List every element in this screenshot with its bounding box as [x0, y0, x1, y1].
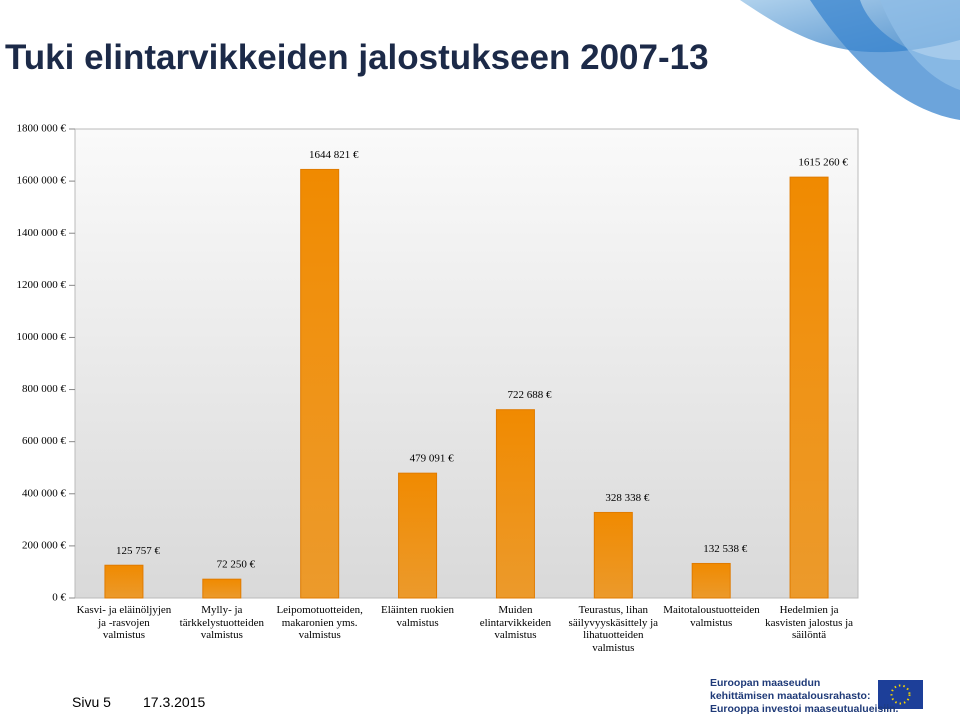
bar [300, 168, 340, 599]
bar [398, 472, 438, 599]
x-tick-label: Leipomotuotteiden, makaronien yms. valmi… [276, 604, 363, 641]
value-label: 72 250 € [217, 559, 256, 571]
x-tick-label: Mylly- ja tärkkelystuotteiden valmistus [179, 604, 264, 641]
y-tick-label: 1400 000 € [17, 227, 67, 239]
x-tick-label: Eläinten ruokien valmistus [381, 604, 455, 629]
x-tick-label: Hedelmien ja kasvisten jalostus ja säilö… [765, 604, 854, 641]
y-tick-label: 200 000 € [22, 539, 67, 551]
x-tick-label: Kasvi- ja eläinöljyjen ja -rasvojen valm… [76, 604, 172, 641]
x-tick-label: Teurastus, lihan säilyvyyskäsittely ja l… [568, 604, 659, 654]
x-tick-label: Maitotaloustuotteiden valmistus [663, 604, 760, 629]
bar [593, 511, 633, 599]
y-tick-label: 600 000 € [22, 435, 67, 447]
value-label: 328 338 € [605, 492, 650, 504]
bar [691, 562, 731, 599]
date: 17.3.2015 [143, 694, 206, 710]
bar [495, 409, 535, 599]
y-tick-label: 1600 000 € [17, 175, 67, 187]
value-label: 479 091 € [410, 453, 455, 465]
plot-area [74, 128, 859, 599]
x-tick-label: Muiden elintarvikkeiden valmistus [479, 604, 552, 641]
eu-text: Euroopan maaseudun kehittämisen maatalou… [710, 677, 899, 715]
y-tick-label: 1200 000 € [17, 279, 67, 291]
eu-flag [878, 680, 923, 709]
bar [104, 564, 144, 599]
bar [789, 176, 829, 599]
y-tick-label: 800 000 € [22, 383, 67, 395]
decoration [740, 0, 960, 120]
y-tick-label: 400 000 € [22, 487, 67, 499]
bar [202, 578, 242, 599]
y-tick-label: 1000 000 € [17, 331, 67, 343]
value-label: 125 757 € [116, 545, 161, 557]
y-tick-label: 0 € [52, 592, 66, 604]
value-label: 132 538 € [703, 543, 748, 555]
value-label: 1644 821 € [309, 149, 359, 161]
page-number: Sivu 5 [72, 694, 111, 710]
y-tick-label: 1800 000 € [17, 123, 67, 135]
value-label: 1615 260 € [798, 157, 848, 169]
slide-title: Tuki elintarvikkeiden jalostukseen 2007-… [5, 38, 709, 77]
value-label: 722 688 € [507, 389, 552, 401]
